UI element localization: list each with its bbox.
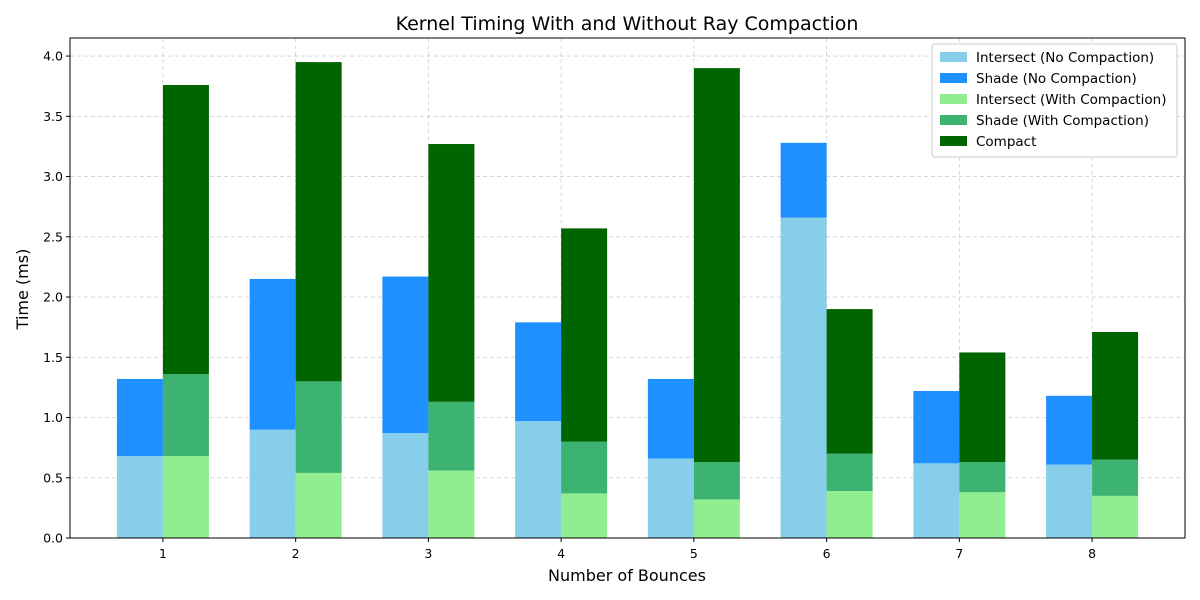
bar-intersect-with-compaction [428,470,475,538]
bar-shade-no-compaction [249,278,296,430]
bar-intersect-no-compaction [647,458,694,538]
legend-label: Shade (With Compaction) [976,113,1149,129]
bar-shade-with-compaction [1092,459,1139,496]
y-tick-label: 1.5 [43,350,63,365]
y-tick-label: 0.5 [43,470,63,485]
legend-box [931,43,1178,158]
legend-swatch [940,115,967,125]
legend-label: Intersect (With Compaction) [976,92,1166,108]
bar-compact [1092,331,1139,460]
legend-swatch [940,73,967,83]
bar-intersect-with-compaction [561,493,608,538]
bar-shade-no-compaction [647,378,694,459]
y-tick-label: 3.5 [43,109,63,124]
legend-swatch [940,136,967,146]
x-axis-ticks: 1 2 3 4 5 6 7 8 [159,538,1096,561]
bar-intersect-with-compaction [295,472,342,538]
bar-shade-with-compaction [959,462,1006,493]
bar-intersect-with-compaction [1092,495,1139,538]
y-tick-label: 4.0 [43,49,63,64]
bars [116,62,1139,538]
bar-compact [428,144,475,402]
bar-intersect-no-compaction [913,463,960,538]
y-tick-label: 1.0 [43,410,63,425]
bar-shade-with-compaction [428,401,475,471]
x-tick-label: 4 [557,546,565,561]
bar-intersect-with-compaction [826,491,873,538]
legend-label: Shade (No Compaction) [976,71,1137,87]
legend: Intersect (No Compaction) Shade (No Compa… [931,43,1178,158]
legend-label: Compact [976,134,1036,150]
bar-compact [561,228,608,442]
y-axis-ticks: 0.0 0.5 1.0 1.5 2.0 2.5 3.0 3.5 4.0 [43,49,70,546]
bar-shade-no-compaction [382,276,429,434]
x-tick-label: 2 [292,546,300,561]
y-tick-label: 0.0 [43,531,63,546]
chart-title: Kernel Timing With and Without Ray Compa… [396,13,859,35]
legend-swatch [940,94,967,104]
bar-shade-with-compaction [162,374,209,457]
x-tick-label: 6 [823,546,831,561]
bar-intersect-no-compaction [382,433,429,538]
bar-compact [162,84,209,375]
plot-frame [69,37,1186,539]
bar-shade-no-compaction [913,391,960,464]
bar-compact [826,309,873,454]
bar-compact [959,352,1006,463]
bar-intersect-with-compaction [693,499,740,538]
y-tick-label: 3.0 [43,169,63,184]
bar-shade-no-compaction [116,378,163,457]
legend-swatch [940,52,967,62]
bar-intersect-no-compaction [780,217,827,538]
bar-intersect-no-compaction [249,429,296,538]
bar-shade-with-compaction [561,441,608,494]
bar-compact [693,68,740,463]
x-tick-label: 7 [955,546,963,561]
bar-intersect-with-compaction [959,492,1006,538]
x-tick-label: 1 [159,546,167,561]
y-tick-label: 2.0 [43,290,63,305]
bar-shade-with-compaction [693,462,740,500]
legend-label: Intersect (No Compaction) [976,50,1154,66]
bar-compact [295,62,342,382]
bar-intersect-with-compaction [162,456,209,538]
bar-intersect-no-compaction [515,421,562,538]
bar-shade-no-compaction [1046,395,1093,465]
x-axis-label: Number of Bounces [548,566,706,585]
bar-shade-no-compaction [515,322,562,422]
y-axis-label: Time (ms) [13,249,32,331]
y-tick-label: 2.5 [43,229,63,244]
bar-intersect-no-compaction [116,456,163,538]
x-tick-label: 5 [690,546,698,561]
bar-shade-no-compaction [780,142,827,218]
x-tick-label: 8 [1088,546,1096,561]
bar-shade-with-compaction [826,453,873,492]
bar-intersect-no-compaction [1046,464,1093,538]
x-tick-label: 3 [424,546,432,561]
bar-shade-with-compaction [295,381,342,473]
